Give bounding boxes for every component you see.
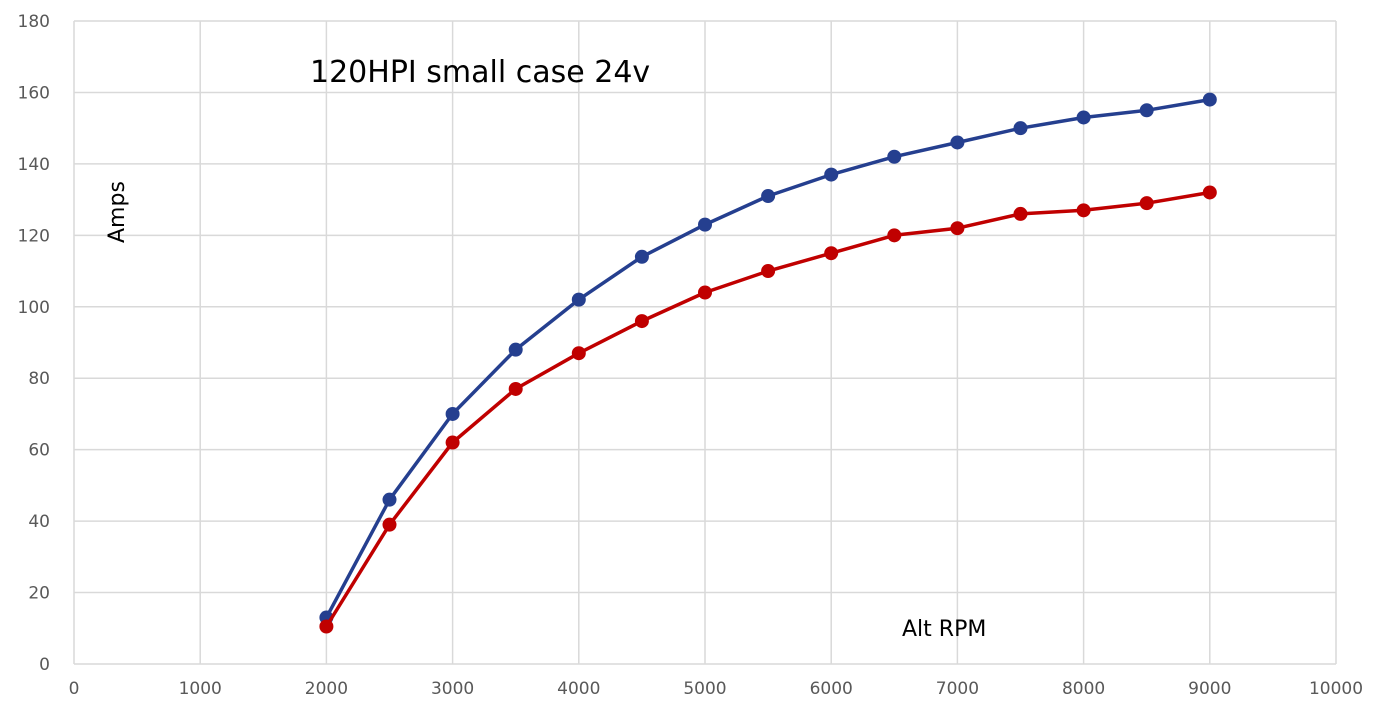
x-tick-label: 10000 xyxy=(1309,679,1363,699)
y-tick-label: 80 xyxy=(28,369,50,389)
grid-lines xyxy=(74,20,1337,664)
data-point xyxy=(1139,103,1154,118)
data-point xyxy=(571,346,586,361)
y-tick-label: 140 xyxy=(18,155,50,175)
x-tick-label: 6000 xyxy=(810,679,853,699)
x-tick-label: 3000 xyxy=(431,679,474,699)
x-tick-label: 8000 xyxy=(1062,679,1105,699)
data-point xyxy=(445,406,460,421)
tick-labels: 0 1000 2000 3000 4000 5000 6000 7000 8000 9000 100… xyxy=(18,12,1364,699)
data-point xyxy=(1202,92,1217,107)
chart-title: 120HPI small case 24v xyxy=(310,55,650,90)
data-point xyxy=(1139,196,1154,211)
data-point xyxy=(382,517,397,532)
y-axis-label: Amps xyxy=(105,181,130,243)
data-point xyxy=(887,228,902,243)
x-tick-label: 2000 xyxy=(305,679,348,699)
y-tick-label: 120 xyxy=(18,226,50,246)
data-point xyxy=(1076,110,1091,125)
x-axis-label: Alt RPM xyxy=(902,617,986,642)
data-point xyxy=(1076,203,1091,218)
data-point xyxy=(950,135,965,150)
data-point xyxy=(382,492,397,507)
data-point xyxy=(1202,185,1217,200)
series-2 xyxy=(319,185,1217,634)
y-tick-label: 60 xyxy=(28,441,50,461)
data-point xyxy=(508,381,523,396)
data-point xyxy=(634,314,649,329)
data-point xyxy=(698,285,712,300)
y-tick-label: 160 xyxy=(18,83,50,103)
x-tick-label: 0 xyxy=(69,679,80,699)
x-tick-label: 1000 xyxy=(179,679,222,699)
data-point xyxy=(634,249,649,264)
data-point xyxy=(950,221,965,236)
series-1 xyxy=(319,92,1217,625)
x-tick-label: 4000 xyxy=(557,679,600,699)
data-point xyxy=(824,167,839,182)
data-point xyxy=(571,292,586,307)
data-point xyxy=(887,149,902,164)
data-point xyxy=(1013,121,1028,136)
y-tick-label: 100 xyxy=(18,298,50,318)
data-point xyxy=(761,189,776,204)
data-point xyxy=(698,217,712,232)
data-point xyxy=(508,342,523,357)
axes xyxy=(73,21,1336,665)
y-tick-label: 20 xyxy=(28,584,50,604)
data-series xyxy=(319,92,1217,634)
data-point xyxy=(1013,206,1028,221)
y-tick-label: 180 xyxy=(18,12,50,32)
data-point xyxy=(824,246,839,261)
x-tick-label: 5000 xyxy=(683,679,726,699)
series-line xyxy=(324,97,1211,619)
x-tick-label: 7000 xyxy=(936,679,979,699)
data-point xyxy=(761,264,776,279)
y-tick-label: 40 xyxy=(28,512,50,532)
data-point xyxy=(445,435,460,450)
x-tick-label: 9000 xyxy=(1188,679,1231,699)
data-point xyxy=(319,619,334,634)
y-tick-label: 0 xyxy=(39,655,50,675)
